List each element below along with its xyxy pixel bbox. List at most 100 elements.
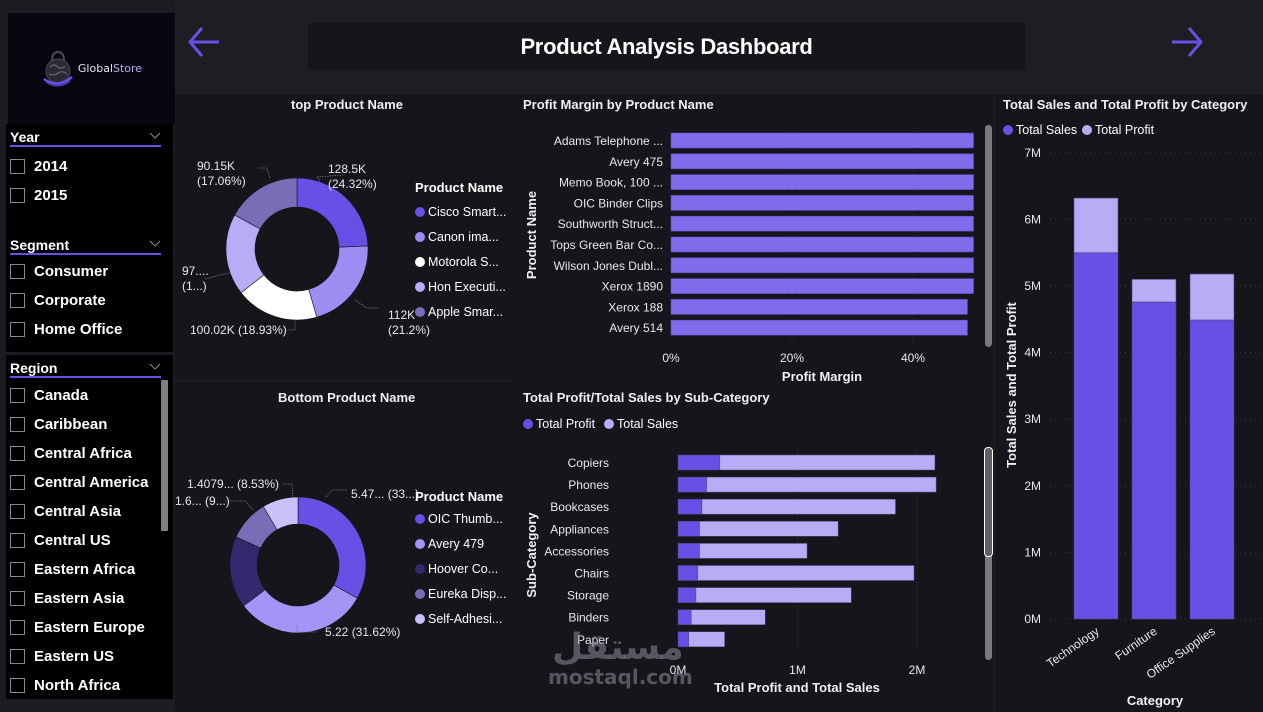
bar-segment[interactable]	[1190, 320, 1234, 619]
region-option[interactable]: Central America	[6, 468, 173, 497]
checkbox[interactable]	[10, 504, 25, 519]
checkbox[interactable]	[10, 264, 25, 279]
legend-item[interactable]: Hoover Co...	[415, 562, 498, 576]
checkbox[interactable]	[10, 562, 25, 577]
year-option[interactable]: 2015	[6, 181, 173, 210]
donut-slice[interactable]	[298, 497, 366, 598]
bottom-products-legend-title: Product Name	[415, 489, 503, 504]
checkbox[interactable]	[10, 649, 25, 664]
segment-option[interactable]: Home Office	[6, 315, 173, 344]
donut-slice[interactable]	[309, 246, 368, 317]
bar-segment[interactable]	[696, 588, 851, 603]
bar-segment[interactable]	[678, 566, 698, 581]
checkbox[interactable]	[10, 446, 25, 461]
checkbox[interactable]	[10, 322, 25, 337]
bar-segment[interactable]	[1132, 279, 1176, 302]
profit-margin-scrollbar[interactable]	[985, 125, 992, 347]
y-tick-label: Tops Green Bar Co...	[550, 238, 663, 252]
chevron-down-icon[interactable]	[149, 361, 161, 371]
chevron-down-icon[interactable]	[149, 130, 161, 140]
forward-button[interactable]	[1166, 24, 1206, 60]
bar-segment[interactable]	[702, 499, 896, 514]
bar[interactable]	[671, 299, 967, 314]
top-products-panel: top Product Name 128.5K(24.32%)112K(21.2…	[175, 95, 515, 380]
bar-segment[interactable]	[678, 543, 700, 558]
region-option[interactable]: Central US	[6, 526, 173, 555]
legend-dot-icon	[415, 589, 425, 599]
region-scrollbar[interactable]	[161, 380, 168, 531]
chevron-down-icon[interactable]	[149, 238, 161, 248]
bar[interactable]	[671, 154, 974, 169]
bar-segment[interactable]	[678, 521, 700, 536]
region-slicer-header[interactable]: Region	[10, 360, 161, 378]
bar-segment[interactable]	[707, 477, 936, 492]
checkbox[interactable]	[10, 475, 25, 490]
region-option[interactable]: Caribbean	[6, 410, 173, 439]
bar-segment[interactable]	[1190, 274, 1234, 320]
legend-item[interactable]: Avery 479	[415, 537, 484, 551]
region-option[interactable]: Central Asia	[6, 497, 173, 526]
segment-slicer-header[interactable]: Segment	[10, 237, 161, 255]
checkbox[interactable]	[10, 591, 25, 606]
legend-item[interactable]: Hon Executi...	[415, 280, 506, 294]
bar[interactable]	[671, 320, 967, 335]
legend-item[interactable]: Motorola S...	[415, 255, 499, 269]
region-option[interactable]: Central Africa	[6, 439, 173, 468]
bar-segment[interactable]	[678, 588, 696, 603]
y-tick-label: Storage	[567, 589, 609, 603]
y-tick-label: Chairs	[574, 567, 609, 581]
bar-segment[interactable]	[700, 521, 839, 536]
region-option[interactable]: Eastern Europe	[6, 613, 173, 642]
bar[interactable]	[671, 133, 974, 148]
bar[interactable]	[671, 258, 974, 273]
bar-segment[interactable]	[678, 610, 691, 625]
checkbox[interactable]	[10, 678, 25, 693]
legend-label: Hon Executi...	[428, 280, 506, 294]
bar-segment[interactable]	[1132, 302, 1176, 619]
bar-segment[interactable]	[720, 455, 935, 470]
legend-item[interactable]: Apple Smar...	[415, 305, 503, 319]
legend-item[interactable]: Canon ima...	[415, 230, 499, 244]
bar-segment[interactable]	[700, 543, 808, 558]
legend-item[interactable]: Eureka Disp...	[415, 587, 507, 601]
year-option[interactable]: 2014	[6, 152, 173, 181]
checkbox[interactable]	[10, 188, 25, 203]
checkbox[interactable]	[10, 417, 25, 432]
x-tick-label: 20%	[780, 351, 804, 365]
bar[interactable]	[671, 195, 974, 210]
back-button[interactable]	[185, 24, 225, 60]
bar[interactable]	[671, 279, 974, 294]
arrow-left-icon	[185, 24, 225, 60]
bar-segment[interactable]	[678, 499, 702, 514]
legend-item[interactable]: OIC Thumb...	[415, 512, 503, 526]
bar[interactable]	[671, 237, 974, 252]
bar-segment[interactable]	[678, 632, 689, 647]
bar-segment[interactable]	[689, 632, 725, 647]
region-option[interactable]: Eastern Asia	[6, 584, 173, 613]
region-option[interactable]: Eastern US	[6, 642, 173, 671]
region-option[interactable]: North Africa	[6, 671, 173, 700]
checkbox[interactable]	[10, 533, 25, 548]
bar-segment[interactable]	[691, 610, 765, 625]
region-option[interactable]: Eastern Africa	[6, 555, 173, 584]
legend-item[interactable]: Cisco Smart...	[415, 205, 507, 219]
checkbox[interactable]	[10, 388, 25, 403]
segment-option[interactable]: Corporate	[6, 286, 173, 315]
subcategory-scrollbar-thumb[interactable]	[984, 447, 993, 557]
checkbox[interactable]	[10, 293, 25, 308]
checkbox[interactable]	[10, 620, 25, 635]
region-option[interactable]: Canada	[6, 381, 173, 410]
bar-segment[interactable]	[698, 566, 914, 581]
segment-option[interactable]: Consumer	[6, 257, 173, 286]
y-tick-label: Copiers	[568, 456, 609, 470]
legend-item[interactable]: Self-Adhesi...	[415, 612, 502, 626]
bar[interactable]	[671, 216, 974, 231]
year-slicer-header[interactable]: Year	[10, 129, 161, 147]
bar-segment[interactable]	[1074, 198, 1118, 253]
checkbox[interactable]	[10, 159, 25, 174]
bar-segment[interactable]	[678, 455, 720, 470]
bar[interactable]	[671, 175, 974, 190]
region-option-label: Central Africa	[34, 445, 132, 462]
bar-segment[interactable]	[1074, 253, 1118, 619]
bar-segment[interactable]	[678, 477, 707, 492]
